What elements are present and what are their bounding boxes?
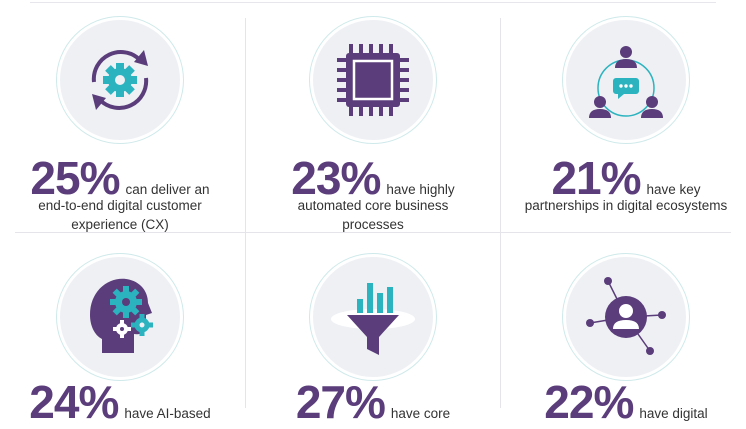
- stat-description: partnerships in digital ecosystems: [506, 196, 746, 215]
- chip-icon: [309, 16, 437, 144]
- desc-line-2: experience (CX): [71, 217, 169, 232]
- gear-cycle-icon: [56, 16, 184, 144]
- funnel-chart-icon: [309, 253, 437, 381]
- stat-lead: have AI-based: [124, 406, 211, 421]
- stat-lead: can deliver an: [125, 182, 210, 197]
- desc-line-1: automated core business: [297, 198, 449, 213]
- stat-percent: 21%: [551, 152, 641, 204]
- stat-line: 23% have highly: [253, 151, 493, 205]
- ai-head-icon: [56, 253, 184, 381]
- stat-line: 25% can deliver an: [0, 151, 240, 205]
- stat-lead: have core: [390, 406, 451, 421]
- stat-lead: have highly: [386, 182, 455, 197]
- stat-percent: 27%: [295, 376, 386, 428]
- network-people-icon: [562, 16, 690, 144]
- stat-percent: 25%: [30, 152, 120, 204]
- row-divider: [15, 232, 731, 233]
- desc-line-1: partnerships in digital ecosystems: [524, 198, 728, 213]
- desc-line-1: end-to-end digital customer: [38, 198, 202, 213]
- stat-line: 21% have key: [506, 151, 746, 205]
- stat-line: 22% have digital: [506, 375, 746, 429]
- stat-percent: 22%: [544, 376, 634, 428]
- stat-lead: have digital: [639, 406, 708, 421]
- user-hub-icon: [562, 253, 690, 381]
- stat-percent: 24%: [29, 376, 119, 428]
- stat-line: 24% have AI-based: [0, 375, 240, 429]
- stat-description: automated core business processes: [253, 196, 493, 234]
- stat-line: 27% have core: [253, 375, 493, 429]
- top-divider: [30, 2, 716, 3]
- column-divider-2: [500, 18, 501, 408]
- stat-lead: have key: [646, 182, 701, 197]
- stat-description: end-to-end digital customer experience (…: [0, 196, 240, 234]
- desc-line-2: processes: [342, 217, 404, 232]
- column-divider-1: [245, 18, 246, 408]
- stat-percent: 23%: [291, 152, 381, 204]
